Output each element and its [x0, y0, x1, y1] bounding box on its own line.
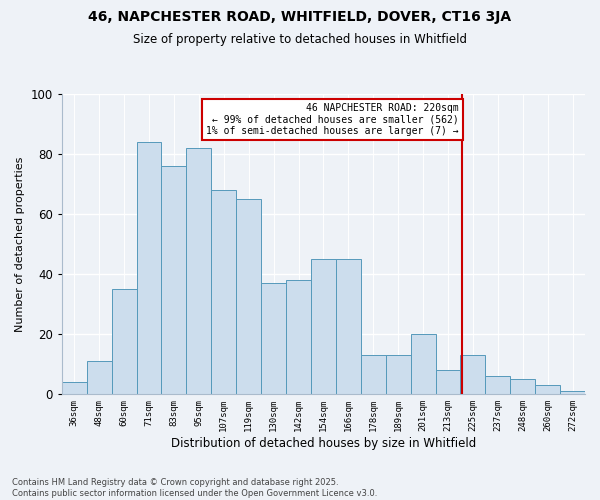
Bar — [410, 334, 436, 394]
Bar — [62, 382, 87, 394]
Bar — [535, 386, 560, 394]
X-axis label: Distribution of detached houses by size in Whitfield: Distribution of detached houses by size … — [171, 437, 476, 450]
Bar — [336, 259, 361, 394]
Bar — [361, 356, 386, 395]
Bar — [161, 166, 187, 394]
Bar — [510, 380, 535, 394]
Bar — [485, 376, 510, 394]
Y-axis label: Number of detached properties: Number of detached properties — [15, 156, 25, 332]
Bar — [311, 259, 336, 394]
Text: Contains HM Land Registry data © Crown copyright and database right 2025.
Contai: Contains HM Land Registry data © Crown c… — [12, 478, 377, 498]
Bar — [211, 190, 236, 394]
Text: 46, NAPCHESTER ROAD, WHITFIELD, DOVER, CT16 3JA: 46, NAPCHESTER ROAD, WHITFIELD, DOVER, C… — [88, 10, 512, 24]
Bar — [112, 289, 137, 395]
Bar — [436, 370, 460, 394]
Bar — [261, 283, 286, 395]
Bar — [187, 148, 211, 394]
Bar — [236, 199, 261, 394]
Bar — [286, 280, 311, 394]
Bar — [560, 392, 585, 394]
Bar — [386, 356, 410, 395]
Bar — [460, 356, 485, 395]
Text: 46 NAPCHESTER ROAD: 220sqm
← 99% of detached houses are smaller (562)
1% of semi: 46 NAPCHESTER ROAD: 220sqm ← 99% of deta… — [206, 103, 458, 136]
Bar — [87, 362, 112, 394]
Bar — [137, 142, 161, 395]
Text: Size of property relative to detached houses in Whitfield: Size of property relative to detached ho… — [133, 32, 467, 46]
